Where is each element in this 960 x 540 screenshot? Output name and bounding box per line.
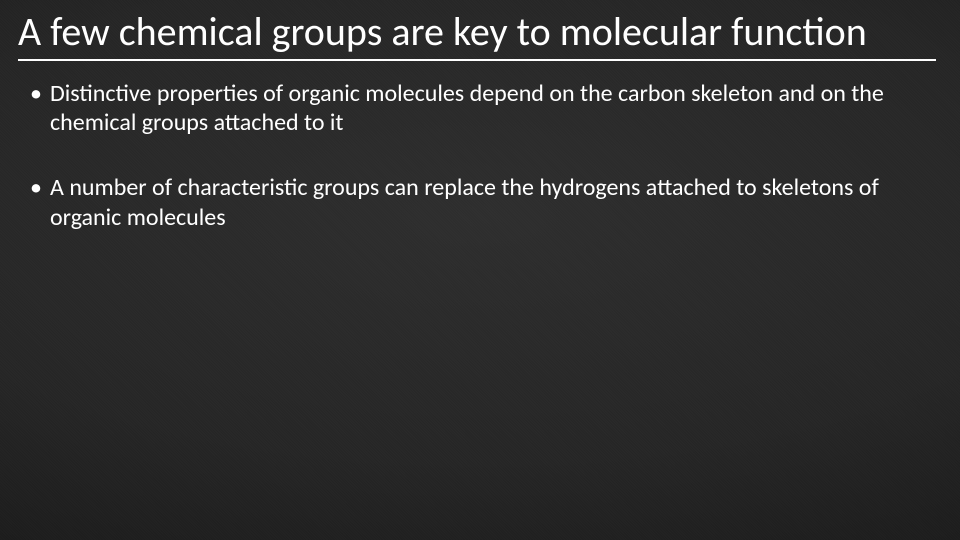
title-underline [18, 59, 936, 61]
slide-title: A few chemical groups are key to molecul… [18, 10, 936, 55]
bullet-item: A number of characteristic groups can re… [30, 173, 930, 232]
bullet-item: Distinctive properties of organic molecu… [30, 79, 930, 138]
slide: A few chemical groups are key to molecul… [0, 0, 960, 540]
slide-body: Distinctive properties of organic molecu… [30, 79, 930, 232]
